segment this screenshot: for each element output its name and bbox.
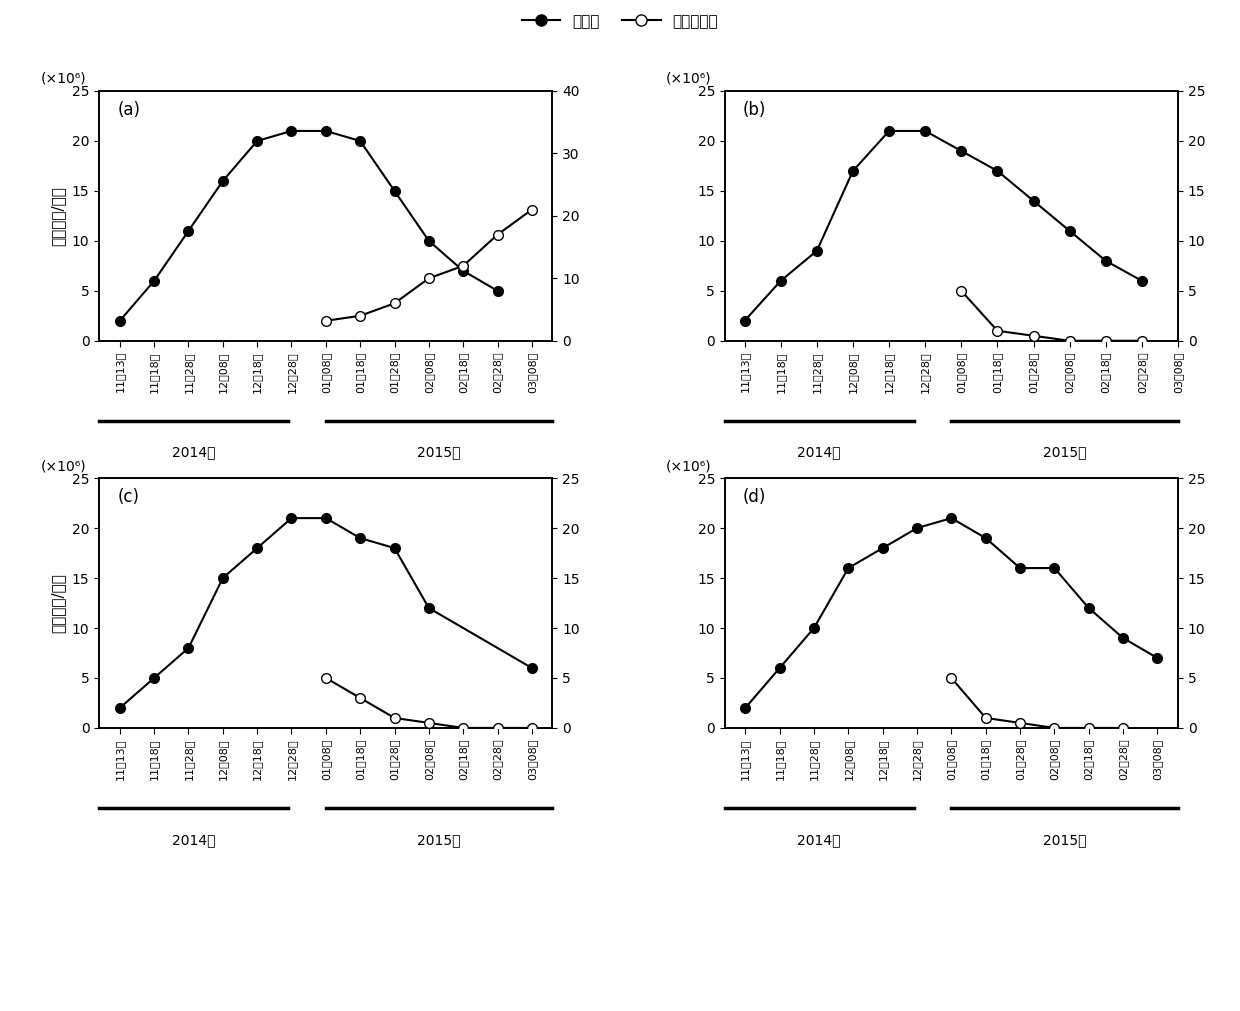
Text: 2015年: 2015年	[418, 833, 461, 847]
Y-axis label: 密度（个/升）: 密度（个/升）	[50, 186, 64, 246]
Text: (d): (d)	[743, 488, 766, 507]
Text: (a): (a)	[118, 101, 140, 119]
Legend: 小球藻, 钩足平直溞: 小球藻, 钩足平直溞	[516, 8, 724, 34]
Text: (×10⁶): (×10⁶)	[40, 459, 86, 473]
Text: 2014年: 2014年	[172, 446, 216, 460]
Text: 2014年: 2014年	[797, 833, 841, 847]
Text: 2015年: 2015年	[418, 446, 461, 460]
Text: (c): (c)	[118, 488, 139, 507]
Text: 2015年: 2015年	[1043, 833, 1086, 847]
Text: 2014年: 2014年	[797, 446, 841, 460]
Y-axis label: 密度（个/升）: 密度（个/升）	[50, 573, 64, 633]
Text: (×10⁶): (×10⁶)	[40, 72, 86, 86]
Text: (b): (b)	[743, 101, 766, 119]
Text: (×10⁶): (×10⁶)	[666, 72, 712, 86]
Text: 2014年: 2014年	[172, 833, 216, 847]
Text: 2015年: 2015年	[1043, 446, 1086, 460]
Text: (×10⁶): (×10⁶)	[666, 459, 712, 473]
